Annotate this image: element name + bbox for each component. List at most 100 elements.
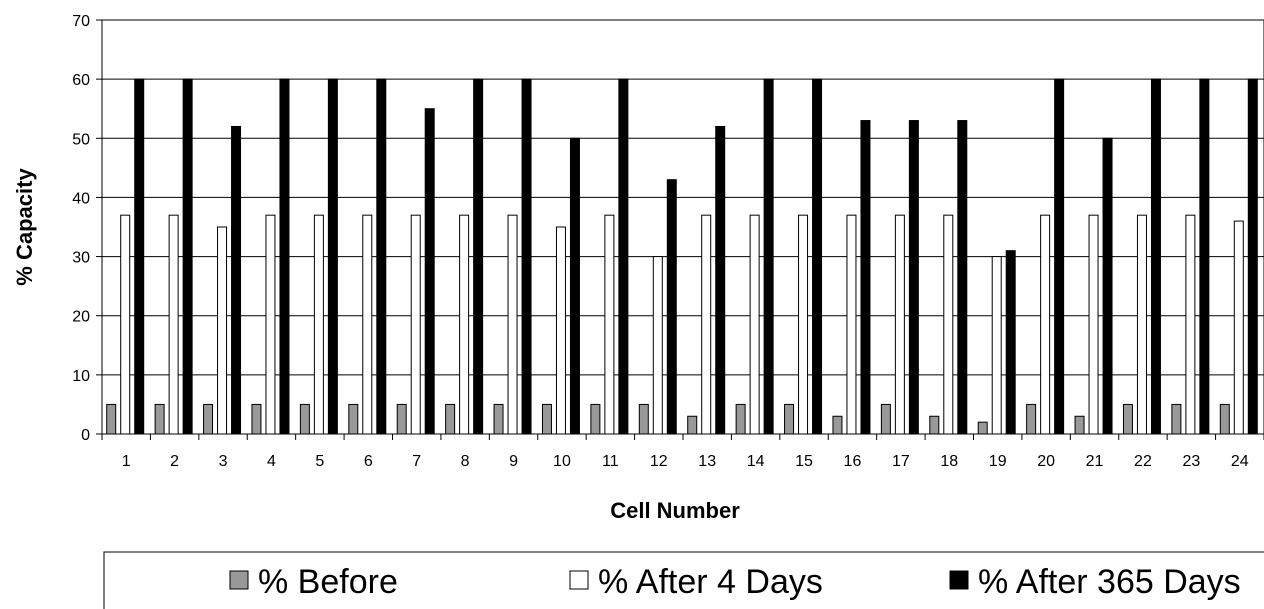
legend-swatch [229, 570, 249, 590]
bar-series-3 [1005, 250, 1016, 435]
legend-label: % After 4 Days [598, 563, 823, 601]
x-tick-label: 18 [940, 453, 958, 470]
x-tick-label: 9 [509, 453, 518, 470]
bar-series-3 [1247, 78, 1258, 435]
bar-series-3 [521, 78, 532, 435]
bar-series-3 [473, 78, 484, 435]
x-tick-label: 7 [412, 453, 421, 470]
legend-swatch [949, 570, 969, 590]
y-tick-label: 70 [72, 13, 90, 30]
bar-series-3 [424, 108, 435, 435]
bar-series-1 [735, 403, 746, 435]
bar-series-2 [362, 214, 373, 435]
bar-series-2 [507, 214, 518, 435]
bar-series-2 [217, 226, 228, 435]
x-tick-label: 11 [602, 453, 619, 470]
legend-label: % After 365 Days [978, 563, 1241, 601]
bar-series-1 [832, 415, 843, 435]
x-tick-label: 17 [892, 453, 910, 470]
bar-series-2 [1088, 214, 1099, 435]
bar-series-1 [638, 403, 649, 435]
x-tick-label: 19 [989, 453, 1007, 470]
x-tick-label: 10 [553, 453, 571, 470]
bar-series-3 [1199, 78, 1210, 435]
bar-series-3 [618, 78, 629, 435]
y-axis-title: % Capacity [12, 168, 37, 286]
x-tick-label: 21 [1086, 453, 1104, 470]
bar-series-2 [410, 214, 421, 435]
x-tick-label: 13 [698, 453, 716, 470]
bar-series-2 [894, 214, 905, 435]
x-tick-label: 1 [122, 453, 131, 470]
x-tick-label: 24 [1231, 453, 1249, 470]
bar-series-2 [120, 214, 131, 435]
bar-series-2 [459, 214, 470, 435]
legend-swatch [569, 570, 589, 590]
x-tick-label: 12 [650, 453, 668, 470]
bar-series-1 [445, 403, 456, 435]
bar-series-2 [1040, 214, 1051, 435]
bar-series-1 [1122, 403, 1133, 435]
bar-series-1 [784, 403, 795, 435]
x-tick-label: 6 [364, 453, 373, 470]
bar-series-2 [943, 214, 954, 435]
bar-series-2 [652, 256, 663, 435]
bar-series-3 [812, 78, 823, 435]
bar-series-1 [687, 415, 698, 435]
bar-series-3 [908, 120, 919, 435]
bar-series-1 [1219, 403, 1230, 435]
legend-label: % Before [258, 563, 398, 601]
legend-box [103, 551, 1264, 609]
bar-series-3 [1102, 137, 1113, 435]
bar-series-2 [798, 214, 809, 435]
bar-series-3 [957, 120, 968, 435]
bar-series-3 [666, 179, 677, 435]
bar-series-1 [541, 403, 552, 435]
x-tick-label: 23 [1182, 453, 1200, 470]
bar-series-2 [1185, 214, 1196, 435]
bar-series-3 [327, 78, 338, 435]
bar-series-3 [182, 78, 193, 435]
bar-series-1 [154, 403, 165, 435]
legend: % Before % After 4 Days % After 365 Days [103, 551, 1264, 609]
bar-series-2 [1136, 214, 1147, 435]
bar-series-1 [251, 403, 262, 435]
bar-series-1 [203, 403, 214, 435]
bar-series-2 [749, 214, 760, 435]
bar-series-1 [396, 403, 407, 435]
y-tick-label: 0 [81, 427, 90, 444]
bar-series-3 [279, 78, 290, 435]
bar-series-2 [846, 214, 857, 435]
x-tick-label: 22 [1134, 453, 1152, 470]
y-tick-label: 30 [72, 250, 90, 267]
bar-series-1 [1074, 415, 1085, 435]
bar-series-3 [376, 78, 387, 435]
x-tick-label: 4 [267, 453, 276, 470]
bar-series-3 [715, 125, 726, 435]
bar-series-2 [555, 226, 566, 435]
y-tick-label: 20 [72, 309, 90, 326]
bar-series-1 [299, 403, 310, 435]
y-tick-label: 50 [72, 131, 90, 148]
x-tick-label: 2 [170, 453, 179, 470]
x-tick-label: 3 [219, 453, 228, 470]
bar-series-3 [569, 137, 580, 435]
bar-series-3 [860, 120, 871, 435]
bar-series-3 [134, 78, 145, 435]
bar-series-3 [1054, 78, 1065, 435]
bar-series-1 [1026, 403, 1037, 435]
bar-series-1 [977, 421, 988, 435]
bar-series-1 [590, 403, 601, 435]
bar-series-3 [231, 125, 242, 435]
y-tick-label: 10 [72, 368, 90, 385]
bar-series-2 [265, 214, 276, 435]
bar-series-1 [1171, 403, 1182, 435]
bar-series-2 [604, 214, 615, 435]
x-tick-label: 20 [1037, 453, 1055, 470]
bar-series-2 [168, 214, 179, 435]
x-tick-label: 14 [747, 453, 765, 470]
y-tick-label: 40 [72, 190, 90, 207]
x-tick-label: 16 [844, 453, 862, 470]
bar-series-2 [991, 256, 1002, 435]
